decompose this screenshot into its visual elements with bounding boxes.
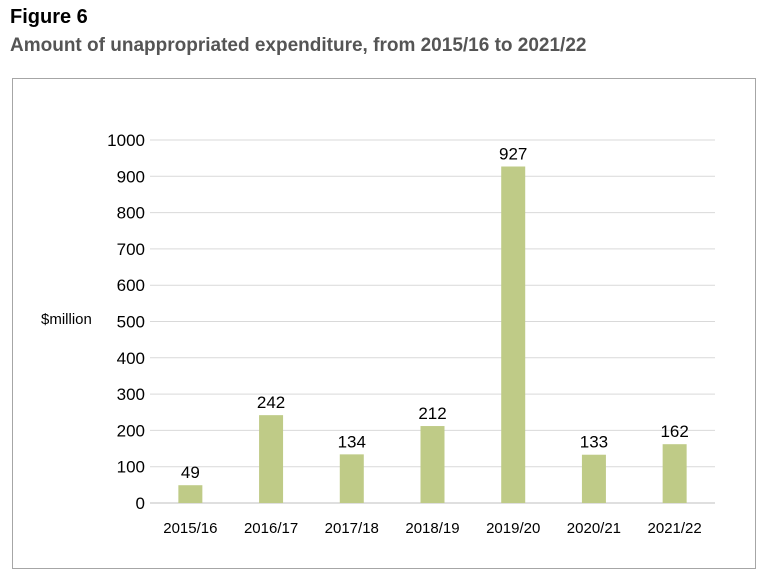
bar-2018-19 <box>420 426 445 503</box>
data-labels: 49 242 134 212 927 133 162 <box>181 144 689 482</box>
y-tick-label: 400 <box>117 349 145 368</box>
x-tick-label: 2020/21 <box>567 520 621 537</box>
data-label: 134 <box>338 432 366 451</box>
bar-2019-20 <box>501 166 526 503</box>
y-tick-labels: 0 100 200 300 400 500 600 700 800 900 1000 <box>107 131 145 513</box>
data-label: 212 <box>418 404 446 423</box>
data-label: 162 <box>660 422 688 441</box>
bars <box>178 166 687 503</box>
x-tick-label: 2018/19 <box>405 520 459 537</box>
x-tick-label: 2021/22 <box>648 520 702 537</box>
x-tick-label: 2019/20 <box>486 520 540 537</box>
bar-2020-21 <box>581 454 606 503</box>
figure-title: Amount of unappropriated expenditure, fr… <box>10 35 587 56</box>
y-tick-label: 300 <box>117 385 145 404</box>
bar-2016-17 <box>259 415 284 503</box>
y-tick-label: 500 <box>117 313 145 332</box>
bar-2021-22 <box>662 444 687 503</box>
x-tick-label: 2017/18 <box>325 520 379 537</box>
y-tick-label: 1000 <box>107 131 145 150</box>
chart-frame <box>12 78 756 569</box>
data-label: 49 <box>181 463 200 482</box>
data-label: 242 <box>257 393 285 412</box>
data-label: 927 <box>499 144 527 163</box>
bar-2017-18 <box>339 454 364 503</box>
figure-label: Figure 6 <box>10 6 88 28</box>
x-tick-label: 2016/17 <box>244 520 298 537</box>
x-tick-label: 2015/16 <box>163 520 217 537</box>
y-tick-label: 700 <box>117 240 145 259</box>
y-tick-label: 800 <box>117 204 145 223</box>
y-tick-label: 200 <box>117 421 145 440</box>
y-tick-label: 0 <box>136 494 145 513</box>
y-tick-label: 600 <box>117 276 145 295</box>
bar-2015-16 <box>178 485 203 503</box>
y-tick-label: 100 <box>117 458 145 477</box>
x-tick-labels: 2015/16 2016/17 2017/18 2018/19 2019/20 2020/… <box>163 520 702 537</box>
y-tick-label: 900 <box>117 167 145 186</box>
y-axis-label: $million <box>41 311 92 328</box>
data-label: 133 <box>580 433 608 452</box>
